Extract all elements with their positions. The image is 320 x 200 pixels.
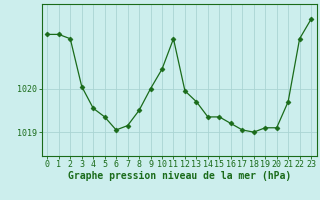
X-axis label: Graphe pression niveau de la mer (hPa): Graphe pression niveau de la mer (hPa) xyxy=(68,171,291,181)
